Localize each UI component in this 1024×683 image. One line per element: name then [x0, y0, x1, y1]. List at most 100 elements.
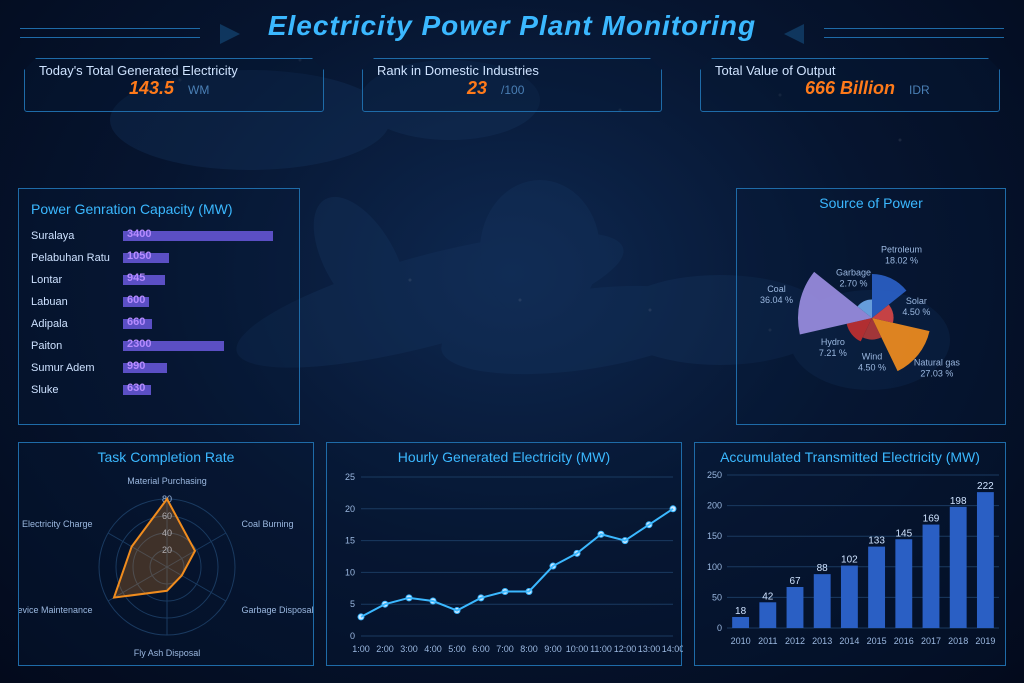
- radar-chart: 20406080Material PurchasingCoal BurningG…: [19, 467, 315, 662]
- svg-text:2019: 2019: [975, 636, 995, 646]
- svg-text:150: 150: [707, 531, 722, 541]
- svg-text:14:00: 14:00: [662, 644, 683, 654]
- capacity-row: Pelabuhan Ratu1050: [31, 247, 287, 269]
- capacity-row: Suralaya 3400: [31, 225, 287, 247]
- svg-text:133: 133: [868, 536, 885, 547]
- capacity-value: 945: [127, 272, 145, 284]
- capacity-bar: 945: [123, 273, 287, 287]
- svg-text:2011: 2011: [758, 636, 777, 646]
- kpi-value: 23: [467, 78, 487, 99]
- line-chart: 05101520251:002:003:004:005:006:007:008:…: [327, 467, 683, 662]
- capacity-value: 3400: [127, 228, 151, 240]
- capacity-name: Paiton: [31, 340, 123, 352]
- svg-text:11:00: 11:00: [590, 644, 612, 654]
- capacity-value: 630: [127, 382, 145, 394]
- svg-text:10:00: 10:00: [566, 644, 589, 654]
- kpi-output-value: Total Value of Output 666 Billion IDR: [700, 58, 1000, 112]
- capacity-value: 2300: [127, 338, 151, 350]
- svg-text:4.50 %: 4.50 %: [902, 307, 930, 317]
- panel-title: Source of Power: [737, 189, 1005, 213]
- capacity-bar: 3400: [123, 229, 287, 243]
- svg-text:0: 0: [717, 623, 722, 633]
- svg-text:198: 198: [950, 496, 967, 507]
- svg-text:169: 169: [923, 514, 940, 525]
- svg-text:Petroleum: Petroleum: [881, 245, 922, 255]
- capacity-bar: 630: [123, 383, 287, 397]
- svg-text:2016: 2016: [894, 636, 914, 646]
- panel-capacity: Power Genration Capacity (MW) Suralaya 34…: [18, 188, 300, 425]
- capacity-bar: 660: [123, 317, 287, 331]
- title-decor-right: [824, 28, 1004, 38]
- panel-title: Power Genration Capacity (MW): [31, 195, 287, 219]
- svg-text:42: 42: [762, 591, 774, 602]
- svg-text:200: 200: [707, 501, 722, 511]
- capacity-value: 600: [127, 294, 145, 306]
- svg-text:145: 145: [895, 528, 912, 539]
- capacity-bar: 1050: [123, 251, 287, 265]
- svg-text:67: 67: [789, 576, 801, 587]
- svg-text:50: 50: [712, 592, 722, 602]
- svg-text:Wind: Wind: [862, 351, 883, 361]
- svg-text:8:00: 8:00: [520, 644, 538, 654]
- svg-text:Fly Ash Disposal: Fly Ash Disposal: [134, 648, 201, 658]
- capacity-row: Sluke630: [31, 379, 287, 401]
- panel-hourly: Hourly Generated Electricity (MW) 051015…: [326, 442, 682, 666]
- svg-text:4.50 %: 4.50 %: [858, 362, 886, 372]
- capacity-name: Lontar: [31, 274, 123, 286]
- svg-text:Hydro: Hydro: [821, 337, 845, 347]
- svg-text:5:00: 5:00: [448, 644, 466, 654]
- svg-text:2.70 %: 2.70 %: [840, 279, 868, 289]
- svg-text:13:00: 13:00: [638, 644, 661, 654]
- svg-text:5: 5: [350, 599, 355, 609]
- svg-text:Coal: Coal: [767, 284, 786, 294]
- svg-text:2:00: 2:00: [376, 644, 394, 654]
- kpi-unit: IDR: [909, 83, 930, 97]
- capacity-row: Sumur Adem 990: [31, 357, 287, 379]
- svg-text:9:00: 9:00: [544, 644, 562, 654]
- svg-text:250: 250: [707, 470, 722, 480]
- svg-text:20: 20: [345, 504, 355, 514]
- svg-text:Material Purchasing: Material Purchasing: [127, 476, 207, 486]
- svg-text:27.03 %: 27.03 %: [920, 369, 953, 379]
- kpi-unit: WM: [188, 83, 209, 97]
- svg-text:18.02 %: 18.02 %: [885, 256, 918, 266]
- capacity-name: Suralaya: [31, 230, 123, 242]
- capacity-row: Lontar 945: [31, 269, 287, 291]
- svg-text:Device Maintenance: Device Maintenance: [19, 605, 93, 615]
- svg-text:2010: 2010: [731, 636, 751, 646]
- kpi-unit: /100: [501, 83, 524, 97]
- capacity-row: Labuan 600: [31, 291, 287, 313]
- svg-text:Electricity Charge: Electricity Charge: [22, 519, 93, 529]
- svg-text:4:00: 4:00: [424, 644, 442, 654]
- capacity-bar: 2300: [123, 339, 287, 353]
- capacity-name: Labuan: [31, 296, 123, 308]
- rose-chart: Petroleum18.02 %Solar4.50 %Natural gas27…: [737, 213, 1007, 413]
- kpi-label: Total Value of Output: [715, 63, 985, 78]
- capacity-name: Pelabuhan Ratu: [31, 252, 123, 264]
- capacity-value: 990: [127, 360, 145, 372]
- svg-text:Natural gas: Natural gas: [914, 358, 961, 368]
- capacity-name: Sumur Adem: [31, 362, 123, 374]
- svg-text:7:00: 7:00: [496, 644, 514, 654]
- svg-text:25: 25: [345, 472, 355, 482]
- kpi-label: Rank in Domestic Industries: [377, 63, 647, 78]
- svg-text:Coal Burning: Coal Burning: [241, 519, 293, 529]
- kpi-row: Today's Total Generated Electricity 143.…: [0, 46, 1024, 112]
- svg-text:2012: 2012: [785, 636, 805, 646]
- svg-text:15: 15: [345, 536, 355, 546]
- capacity-row: Paiton 2300: [31, 335, 287, 357]
- svg-text:18: 18: [735, 606, 747, 617]
- svg-text:2015: 2015: [867, 636, 887, 646]
- kpi-label: Today's Total Generated Electricity: [39, 63, 309, 78]
- svg-text:2013: 2013: [812, 636, 832, 646]
- capacity-bar: 600: [123, 295, 287, 309]
- panel-title: Hourly Generated Electricity (MW): [327, 443, 681, 467]
- title-decor-left: [20, 28, 200, 38]
- svg-text:Garbage Disposal: Garbage Disposal: [241, 605, 313, 615]
- svg-text:88: 88: [817, 563, 829, 574]
- kpi-value: 666 Billion: [805, 78, 895, 99]
- panel-accumulated: Accumulated Transmitted Electricity (MW)…: [694, 442, 1006, 666]
- svg-text:2018: 2018: [948, 636, 968, 646]
- panel-source-of-power: Source of Power Petroleum18.02 %Solar4.5…: [736, 188, 1006, 425]
- svg-text:12:00: 12:00: [614, 644, 637, 654]
